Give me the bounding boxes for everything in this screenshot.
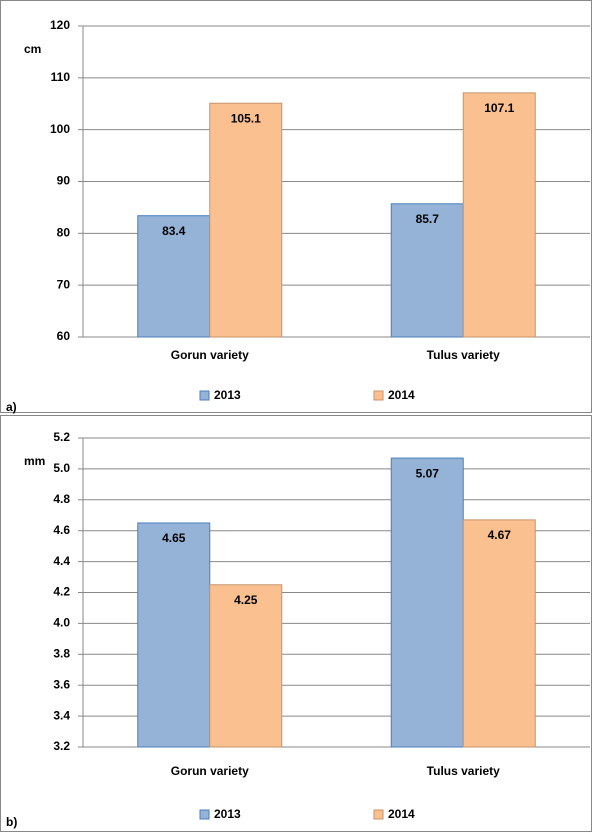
x-tick-label: Tulus variety	[427, 764, 500, 778]
y-tick-label: 4.4	[53, 554, 70, 568]
bar	[462, 519, 536, 748]
bar	[462, 92, 536, 338]
y-tick-label: 120	[50, 18, 70, 32]
data-label: 105.1	[231, 111, 261, 125]
legend-swatch	[373, 390, 384, 401]
y-unit: mm	[24, 454, 45, 468]
legend-swatch	[373, 809, 384, 820]
x-tick-label: Gorun variety	[171, 764, 249, 778]
bar	[137, 215, 211, 338]
data-label: 4.25	[234, 593, 258, 607]
data-label: 107.1	[484, 101, 514, 115]
data-label: 5.07	[416, 466, 440, 480]
bar	[209, 584, 283, 748]
y-tick-label: 4.0	[53, 616, 70, 630]
y-tick-label: 70	[57, 277, 71, 291]
y-tick-label: 5.2	[53, 430, 70, 444]
data-label: 83.4	[162, 224, 186, 238]
bar	[209, 102, 283, 338]
y-tick-label: 4.2	[53, 585, 70, 599]
bar	[390, 203, 464, 338]
x-tick-label: Gorun variety	[171, 348, 249, 362]
y-tick-label: 3.8	[53, 646, 70, 660]
data-label: 4.65	[162, 531, 186, 545]
y-tick-label: 3.6	[53, 677, 70, 691]
bar	[137, 522, 211, 748]
y-tick-label: 90	[57, 174, 71, 188]
y-tick-label: 100	[50, 122, 70, 136]
panel-label: a)	[6, 400, 17, 414]
y-tick-label: 5.0	[53, 461, 70, 475]
data-label: 4.67	[488, 528, 512, 542]
y-unit: cm	[24, 42, 41, 56]
x-tick-label: Tulus variety	[427, 348, 500, 362]
legend-swatch	[199, 390, 210, 401]
legend-label: 2013	[214, 807, 241, 821]
y-tick-label: 80	[57, 226, 71, 240]
panel-label: b)	[6, 815, 17, 829]
y-tick-label: 110	[51, 70, 71, 84]
legend-label: 2013	[214, 388, 241, 402]
y-tick-label: 3.4	[53, 708, 70, 722]
data-label: 85.7	[416, 212, 440, 226]
y-tick-label: 3.2	[53, 739, 70, 753]
y-tick-label: 4.6	[53, 523, 70, 537]
y-tick-label: 4.8	[53, 492, 70, 506]
legend-label: 2014	[388, 807, 415, 821]
legend-swatch	[199, 809, 210, 820]
bar	[390, 457, 464, 748]
y-tick-label: 60	[57, 329, 71, 343]
legend-label: 2014	[388, 388, 415, 402]
